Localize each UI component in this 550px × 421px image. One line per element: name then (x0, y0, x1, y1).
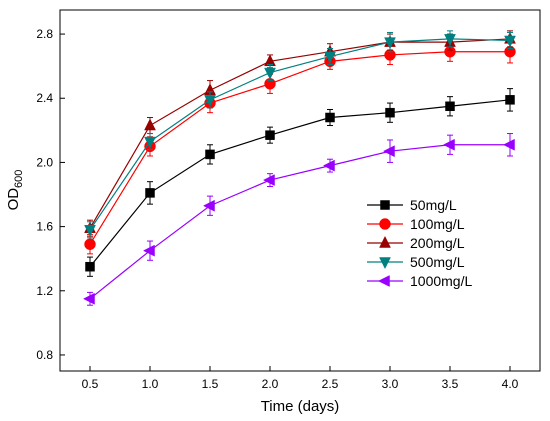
x-axis-title: Time (days) (261, 398, 340, 415)
y-tick-label: 1.6 (36, 220, 53, 234)
data-point (504, 35, 516, 48)
y-axis-title-group: OD600 (5, 170, 25, 211)
series-line (89, 38, 511, 231)
data-point (325, 112, 335, 123)
x-tick-label: 1.0 (142, 377, 159, 391)
axis-ticks: 0.5 1.0 1.5 2.0 2.5 3.0 3.5 4.0 0.8 1.2 1.6 2.0 2.4 2… (36, 27, 518, 391)
data-point (505, 95, 515, 105)
legend: 50mg/L 100mg/L 200mg/L 500mg/L 1000mg/L (367, 197, 472, 289)
x-tick-label: 3.5 (442, 377, 459, 391)
series-line (89, 144, 510, 300)
legend-marker (379, 218, 391, 230)
legend-label: 200mg/L (410, 235, 465, 251)
legend-label: 100mg/L (410, 216, 465, 232)
data-point (144, 118, 156, 131)
series-500mg-l (84, 30, 516, 239)
data-point (264, 67, 276, 80)
y-tick-label: 2.8 (36, 27, 53, 41)
x-tick-label: 1.5 (202, 377, 219, 391)
legend-label: 1000mg/L (410, 273, 472, 289)
x-tick-label: 4.0 (502, 377, 519, 391)
y-axis-title: OD600 (5, 170, 25, 211)
x-tick-label: 0.5 (82, 377, 99, 391)
data-point (85, 261, 95, 272)
data-point (385, 107, 395, 118)
legend-item-500mg-l: 500mg/L (367, 254, 465, 270)
y-tick-label: 1.2 (36, 284, 53, 298)
data-point (382, 145, 395, 158)
legend-label: 50mg/L (410, 197, 457, 213)
data-point (322, 159, 335, 172)
x-tick-label: 3.0 (382, 377, 399, 391)
data-point (262, 174, 275, 186)
series-50mg-l (85, 88, 515, 277)
series-1000mg-l (82, 133, 515, 306)
legend-item-100mg-l: 100mg/L (367, 216, 465, 232)
data-point (324, 51, 336, 64)
series-layer (82, 30, 516, 306)
data-point (205, 149, 215, 160)
series-line (89, 51, 510, 245)
y-tick-label: 0.8 (36, 348, 53, 362)
data-point (142, 244, 155, 257)
data-point (442, 138, 455, 151)
data-point (145, 188, 155, 198)
y-tick-label: 2.0 (36, 155, 53, 169)
legend-item-200mg-l: 200mg/L (367, 235, 465, 251)
data-point (144, 136, 156, 149)
legend-marker (377, 275, 390, 287)
data-point (384, 37, 396, 50)
data-point (204, 95, 216, 107)
legend-marker (379, 235, 391, 248)
data-point (84, 238, 96, 250)
legend-marker (380, 200, 390, 210)
data-point (265, 130, 275, 140)
data-point (444, 34, 456, 46)
y-tick-label: 2.4 (36, 91, 53, 105)
series-line (89, 38, 511, 229)
y-axis-title-main: OD (5, 188, 22, 211)
series-line (89, 99, 511, 268)
legend-item-50mg-l: 50mg/L (367, 197, 457, 213)
data-point (202, 199, 215, 212)
legend-item-1000mg-l: 1000mg/L (367, 273, 472, 289)
data-point (502, 138, 515, 151)
plot-frame (59, 9, 541, 372)
y-axis-title-subscript: 600 (13, 170, 25, 188)
data-point (84, 225, 96, 237)
x-tick-label: 2.0 (262, 377, 279, 391)
legend-label: 500mg/L (410, 254, 465, 270)
legend-marker (379, 257, 391, 270)
data-point (445, 101, 455, 112)
data-point (82, 292, 95, 305)
x-tick-label: 2.5 (322, 377, 339, 391)
